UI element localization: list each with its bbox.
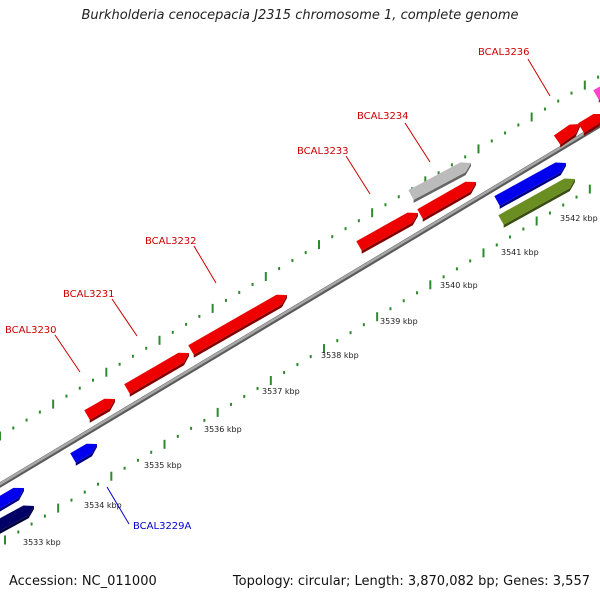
scale-tick-label: 3534 kbp — [84, 501, 122, 510]
feature-bcal3230 — [84, 398, 115, 423]
leader-line — [54, 334, 81, 373]
feature-side — [193, 295, 287, 358]
feature-blue-b — [70, 443, 97, 466]
feature-side — [89, 399, 115, 423]
dotted-guide-lines — [0, 75, 600, 545]
feature-body — [593, 86, 600, 100]
scale-tick-label: 3537 kbp — [262, 387, 300, 396]
feature-body — [553, 124, 580, 145]
feature-side — [422, 182, 476, 222]
feature-side — [413, 163, 471, 203]
gene-label-bcal3231: BCAL3231 — [63, 289, 138, 337]
feature-side — [0, 506, 34, 534]
feature-bcal3236 — [553, 124, 580, 148]
gene-label-text: BCAL3230 — [5, 325, 57, 336]
feature-bcal3231 — [124, 352, 189, 397]
accession-text: Accession: NC_011000 — [9, 574, 157, 589]
feature-blue-c — [494, 162, 566, 209]
feature-side — [499, 163, 566, 209]
feature-pink — [593, 86, 600, 103]
feature-side — [583, 121, 600, 136]
gene-label-bcal3236: BCAL3236 — [478, 47, 551, 97]
feature-bcal3233 — [356, 212, 418, 254]
chromosome-backbone — [0, 122, 600, 488]
feature-red-c — [578, 113, 600, 136]
gene-label-text: BCAL3234 — [357, 111, 409, 122]
inner-dotted-line — [4, 184, 591, 545]
feature-side — [361, 213, 418, 254]
outer-dotted-line — [0, 75, 600, 441]
scale-tick-label: 3535 kbp — [144, 461, 182, 470]
feature-body — [408, 162, 471, 200]
feature-body — [578, 113, 600, 133]
feature-navy — [0, 505, 34, 534]
gene-label-bcal3229a: BCAL3229A — [106, 486, 192, 532]
leader-line — [193, 245, 217, 284]
scale-tick-label: 3538 kbp — [321, 351, 359, 360]
map-title: Burkholderia cenocepacia J2315 chromosom… — [81, 8, 519, 23]
feature-bcal3232 — [188, 294, 287, 358]
scale-tick-label: 3542 kbp — [560, 214, 598, 223]
scale-tick-label: 3539 kbp — [380, 317, 418, 326]
feature-red-b — [417, 181, 476, 222]
feature-body — [124, 352, 189, 394]
feature-body — [188, 294, 287, 355]
feature-body — [356, 212, 418, 251]
scale-tick-label: 3540 kbp — [440, 281, 478, 290]
leader-line — [111, 298, 138, 337]
backbone-line — [0, 122, 600, 486]
feature-body — [498, 178, 575, 225]
feature-blue-a — [0, 487, 24, 512]
scale-tick-label: 3533 kbp — [23, 538, 61, 547]
feature-body — [417, 181, 476, 219]
feature-side — [0, 488, 24, 512]
feature-side — [75, 444, 97, 466]
feature-body — [70, 443, 97, 463]
gene-label-bcal3234: BCAL3234 — [357, 111, 431, 163]
gene-label-bcal3230: BCAL3230 — [5, 325, 81, 373]
scale-ticks: 3533 kbp 3534 kbp 3535 kbp 3536 kbp 3537 kbp… — [23, 214, 598, 547]
gene-label-text: BCAL3236 — [478, 47, 530, 58]
genome-summary-text: Topology: circular; Length: 3,870,082 bp… — [232, 574, 590, 589]
gene-label-bcal3232: BCAL3232 — [145, 236, 217, 284]
scale-tick-label: 3536 kbp — [204, 425, 242, 434]
feature-body — [0, 505, 34, 531]
leader-line — [106, 486, 130, 525]
feature-green — [498, 178, 575, 228]
feature-body — [84, 398, 115, 420]
gene-features — [0, 86, 600, 534]
gene-label-bcal3233: BCAL3233 — [297, 146, 371, 195]
leader-line — [527, 58, 551, 97]
feature-body — [494, 162, 566, 206]
leader-line — [404, 122, 431, 163]
gene-labels: BCAL3229A BCAL3230 BCAL3231 BCAL3232 BCAL323… — [5, 47, 551, 532]
gene-label-text: BCAL3233 — [297, 146, 349, 157]
gene-label-text: BCAL3232 — [145, 236, 197, 247]
feature-body — [0, 487, 24, 509]
gene-label-text: BCAL3231 — [63, 289, 115, 300]
scale-tick-label: 3541 kbp — [501, 248, 539, 257]
feature-side — [503, 179, 575, 228]
feature-side — [560, 124, 580, 148]
leader-line — [345, 155, 371, 195]
feature-bcal3234 — [408, 162, 471, 203]
feature-side — [129, 353, 189, 397]
gene-label-text: BCAL3229A — [133, 521, 192, 532]
